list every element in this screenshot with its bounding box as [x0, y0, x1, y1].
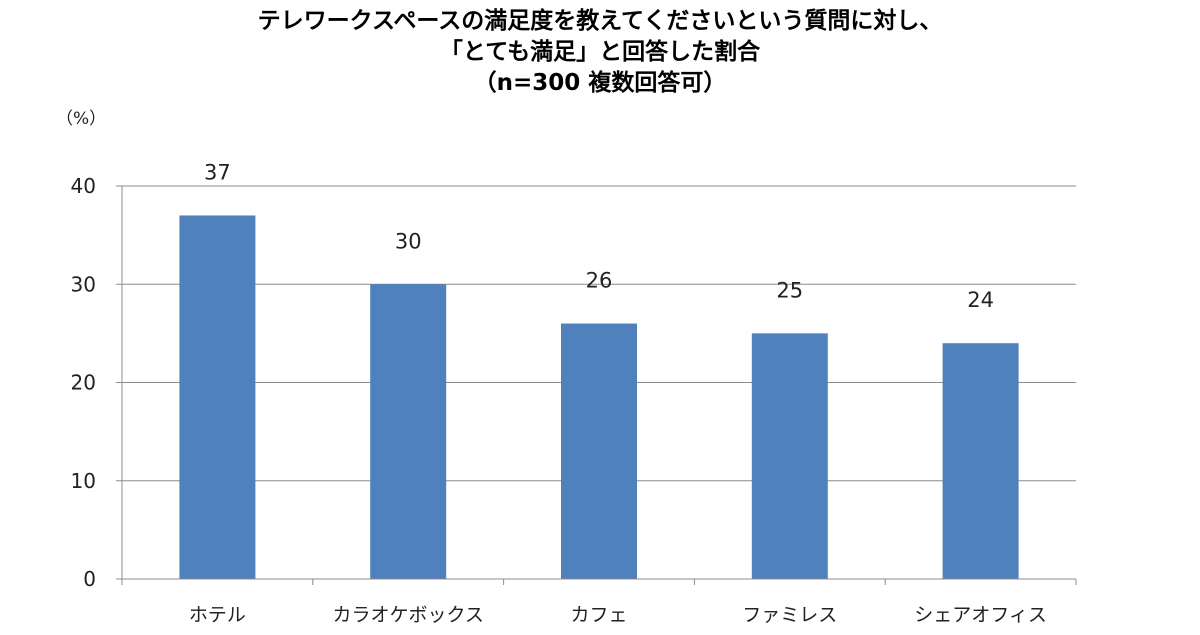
bar	[942, 343, 1019, 579]
x-tick-label: シェアオフィス	[914, 604, 1047, 626]
bar	[561, 323, 637, 579]
bars	[179, 215, 1019, 579]
x-tick-labels: ホテル カラオケボックス カフェ ファミレス シェアオフィス	[189, 604, 1047, 626]
y-axis-unit-label: （%）	[56, 109, 106, 129]
data-label: 37	[204, 160, 231, 184]
bar	[751, 333, 828, 579]
data-label: 26	[586, 269, 613, 293]
data-label: 30	[395, 229, 422, 253]
chart-title-line-1: テレワークスペースの満足度を教えてくださいという質問に対し、	[257, 8, 943, 34]
bar	[179, 215, 256, 579]
x-tick-label: カラオケボックス	[332, 604, 483, 626]
x-tick-label: カフェ	[570, 604, 627, 626]
y-tick-label: 0	[83, 567, 96, 591]
data-label: 25	[776, 278, 803, 302]
data-labels: 37 30 26 25 24	[204, 160, 994, 312]
y-tick-labels: 0 10 20 30 40	[71, 174, 96, 591]
chart-title-line-2: 「とても満足」と回答した割合	[439, 39, 761, 65]
bar	[370, 284, 447, 579]
y-tick-label: 10	[71, 469, 96, 493]
axes	[121, 186, 1077, 585]
y-tick-label: 30	[71, 272, 96, 296]
y-tick-label: 40	[71, 174, 96, 198]
x-tick-label: ホテル	[189, 604, 246, 626]
chart-title: テレワークスペースの満足度を教えてくださいという質問に対し、 「とても満足」と回…	[0, 6, 1200, 99]
x-tick-label: ファミレス	[742, 604, 837, 626]
chart-title-line-3: （n=300 複数回答可）	[473, 70, 727, 96]
data-label: 24	[967, 288, 994, 312]
y-tick-label: 20	[71, 371, 96, 395]
